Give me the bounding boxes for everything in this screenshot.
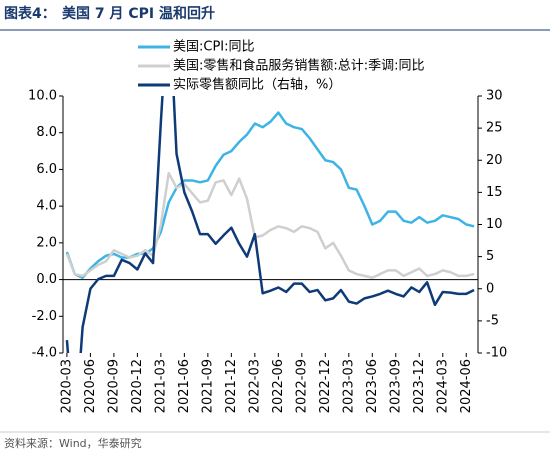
y-tick-label: 10.0: [28, 89, 57, 104]
x-tick-label: 2020-12: [130, 359, 145, 413]
legend-label: 美国:零售和食品服务销售额:总计:季调:同比: [173, 58, 425, 74]
x-tick-label: 2022-12: [318, 359, 333, 413]
series-line: [65, 171, 475, 279]
y-tick-label: -2.0: [32, 309, 57, 324]
source: 资料来源：Wind，华泰研究: [4, 436, 142, 450]
x-tick-label: 2023-09: [388, 359, 403, 413]
plot-area: [65, 96, 475, 353]
y2-tick-label: 25: [486, 121, 503, 136]
y-tick-label: -4.0: [32, 346, 57, 361]
x-tick-label: 2022-06: [271, 359, 286, 413]
y2-tick-label: 30: [486, 89, 503, 104]
x-tick-label: 2023-12: [412, 359, 427, 413]
y2-tick-label: -10: [486, 346, 507, 361]
series-line: [65, 96, 475, 353]
x-tick-label: 2022-03: [247, 359, 262, 413]
x-tick-label: 2023-03: [341, 359, 356, 413]
y-tick-label: 2.0: [36, 235, 57, 250]
x-tick-label: 2024-06: [459, 359, 474, 413]
y2-tick-label: -5: [486, 313, 499, 328]
x-tick-label: 2020-06: [83, 359, 98, 413]
y-tick-label: 6.0: [36, 162, 57, 177]
legend-label: 实际零售额同比（右轴，%）: [173, 77, 341, 93]
y-tick-label: 8.0: [36, 125, 57, 140]
x-tick-label: 2022-09: [294, 359, 309, 413]
x-tick-label: 2021-12: [224, 359, 239, 413]
y2-tick-label: 0: [486, 281, 494, 296]
y2-tick-label: 10: [486, 217, 503, 232]
figure-label: 图表4：: [4, 5, 56, 22]
y-tick-label: 4.0: [36, 199, 57, 214]
chart-title: 美国 7 月 CPI 温和回升: [62, 5, 215, 22]
x-tick-label: 2021-03: [153, 359, 168, 413]
legend-label: 美国:CPI:同比: [173, 40, 255, 55]
x-tick-label: 2020-09: [106, 359, 121, 413]
x-tick-label: 2021-09: [200, 359, 215, 413]
x-tick-label: 2024-03: [435, 359, 450, 413]
x-tick-label: 2023-06: [365, 359, 380, 413]
x-tick-label: 2021-06: [177, 359, 192, 413]
y2-tick-label: 15: [486, 185, 503, 200]
y2-tick-label: 20: [486, 153, 503, 168]
series-line: [65, 111, 475, 279]
y2-tick-label: 5: [486, 249, 494, 264]
y-tick-label: 0.0: [36, 272, 57, 287]
x-tick-label: 2020-03: [59, 359, 74, 413]
